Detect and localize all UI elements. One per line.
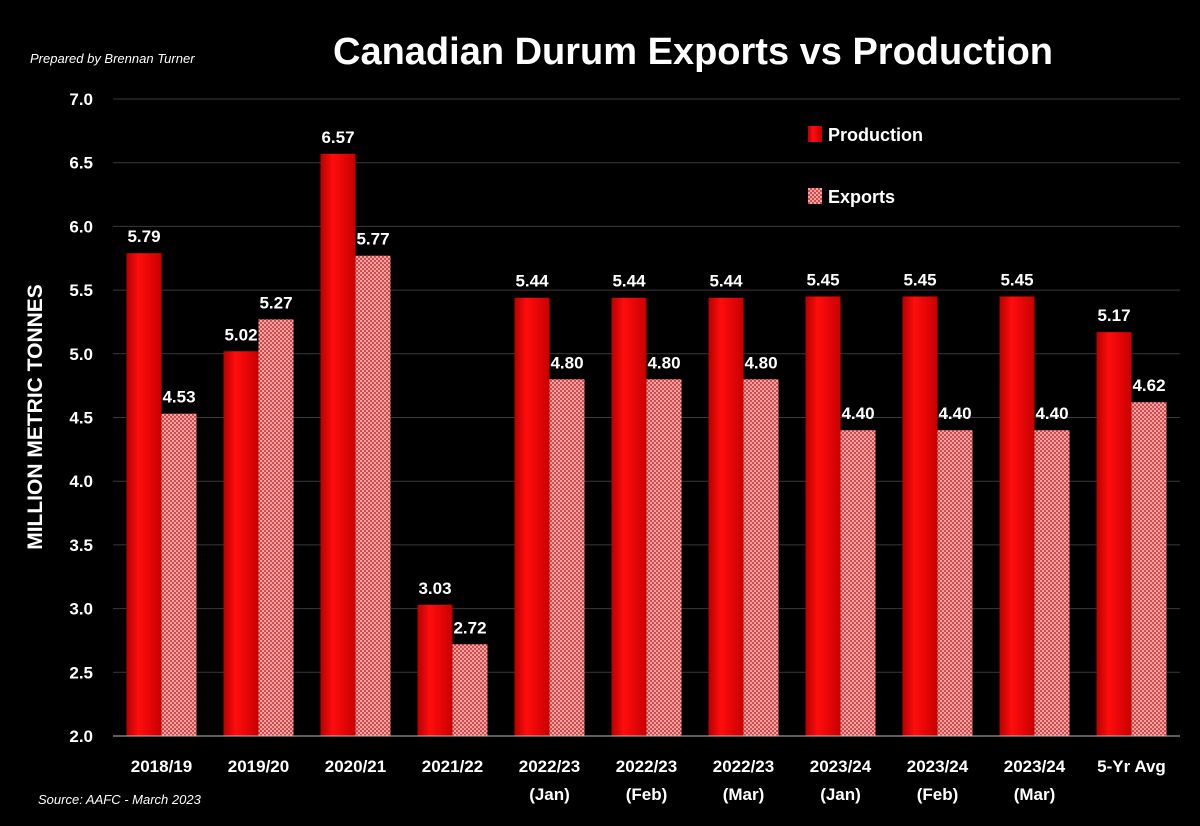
bar-exports bbox=[1131, 402, 1167, 736]
bar-exports bbox=[937, 430, 973, 736]
x-tick-label: 2023/24 bbox=[810, 757, 872, 776]
y-tick-label: 2.0 bbox=[69, 727, 93, 746]
legend-label-production: Production bbox=[828, 125, 923, 145]
y-tick-label: 4.0 bbox=[69, 472, 93, 491]
bar-production bbox=[126, 253, 162, 737]
data-label-exports: 5.77 bbox=[356, 230, 389, 249]
bar-production bbox=[417, 604, 453, 736]
bar-exports bbox=[840, 430, 876, 736]
x-tick-label: (Mar) bbox=[723, 785, 765, 804]
data-label-exports: 4.80 bbox=[744, 353, 777, 372]
bar-exports bbox=[452, 644, 488, 736]
x-tick-label: 2020/21 bbox=[325, 757, 386, 776]
bar-exports bbox=[743, 379, 779, 736]
y-tick-label: 3.0 bbox=[69, 600, 93, 619]
data-label-production: 5.45 bbox=[903, 270, 936, 289]
data-label-exports: 4.40 bbox=[1035, 404, 1068, 423]
data-label-production: 5.44 bbox=[515, 272, 549, 291]
x-tick-label: 2022/23 bbox=[519, 757, 580, 776]
bar-production bbox=[902, 296, 938, 736]
data-label-exports: 4.62 bbox=[1132, 376, 1165, 395]
x-tick-label: 2023/24 bbox=[907, 757, 969, 776]
bar-production bbox=[223, 351, 259, 736]
x-tick-label: 2022/23 bbox=[713, 757, 774, 776]
bar-exports bbox=[1034, 430, 1070, 736]
bar-production bbox=[1096, 332, 1132, 736]
data-label-exports: 2.72 bbox=[453, 618, 486, 637]
y-tick-label: 6.0 bbox=[69, 217, 93, 236]
bars bbox=[126, 153, 1167, 737]
bar-exports bbox=[355, 255, 391, 736]
data-label-production: 5.45 bbox=[806, 270, 839, 289]
bar-production bbox=[999, 296, 1035, 736]
bar-exports bbox=[646, 379, 682, 736]
x-tick-label: (Mar) bbox=[1014, 785, 1056, 804]
legend: Production Exports bbox=[808, 125, 923, 207]
data-labels: 5.79 4.53 5.025.27 6.57 5.77 3.03 2.72 5.44 4.80… bbox=[127, 128, 1165, 637]
y-axis-ticks: 2.0 2.5 3.0 3.5 4.0 4.5 5.0 5.5 6.0 6.5 7.0 bbox=[69, 90, 93, 746]
y-axis-label: MILLION METRIC TONNES bbox=[24, 284, 47, 550]
data-label-exports: 5.27 bbox=[259, 293, 292, 312]
data-label-production: 5.44 bbox=[612, 272, 646, 291]
data-label-production: 5.02 bbox=[224, 325, 257, 344]
data-label-production: 5.44 bbox=[709, 272, 743, 291]
legend-label-exports: Exports bbox=[828, 187, 895, 207]
chart-title: Canadian Durum Exports vs Production bbox=[333, 31, 1053, 73]
y-tick-label: 6.5 bbox=[69, 154, 93, 173]
data-label-production: 3.03 bbox=[418, 579, 451, 598]
data-label-production: 5.17 bbox=[1097, 306, 1130, 325]
bar-production bbox=[514, 297, 550, 736]
bar-production bbox=[320, 153, 356, 737]
x-tick-label: (Jan) bbox=[820, 785, 861, 804]
y-tick-label: 5.0 bbox=[69, 345, 93, 364]
data-label-exports: 4.40 bbox=[841, 404, 874, 423]
source-text: Source: AAFC - March 2023 bbox=[38, 792, 202, 807]
data-label-production: 6.57 bbox=[321, 128, 354, 147]
data-label-exports: 4.53 bbox=[162, 388, 195, 407]
y-tick-label: 2.5 bbox=[69, 663, 93, 682]
y-tick-label: 5.5 bbox=[69, 281, 93, 300]
credit-text: Prepared by Brennan Turner bbox=[30, 51, 195, 66]
x-tick-label: 2018/19 bbox=[131, 757, 192, 776]
y-tick-label: 3.5 bbox=[69, 536, 93, 555]
x-tick-label: (Jan) bbox=[529, 785, 570, 804]
data-label-exports: 4.80 bbox=[550, 353, 583, 372]
bar-exports bbox=[258, 319, 294, 736]
data-label-production: 5.45 bbox=[1000, 270, 1033, 289]
x-tick-label: 2023/24 bbox=[1004, 757, 1066, 776]
x-tick-label: (Feb) bbox=[917, 785, 959, 804]
y-tick-label: 7.0 bbox=[69, 90, 93, 109]
legend-swatch-exports bbox=[808, 188, 822, 204]
x-tick-label: 2019/20 bbox=[228, 757, 289, 776]
y-tick-label: 4.5 bbox=[69, 409, 93, 428]
x-tick-label: 2022/23 bbox=[616, 757, 677, 776]
bar-production bbox=[708, 297, 744, 736]
legend-swatch-production bbox=[808, 126, 822, 142]
x-tick-label: 5-Yr Avg bbox=[1097, 757, 1166, 776]
data-label-exports: 4.40 bbox=[938, 404, 971, 423]
x-tick-label: (Feb) bbox=[626, 785, 668, 804]
data-label-production: 5.79 bbox=[127, 227, 160, 246]
x-axis-ticks: 2018/19 2019/20 2020/21 2021/22 2022/23 (Jan)… bbox=[131, 757, 1166, 804]
data-label-exports: 4.80 bbox=[647, 353, 680, 372]
bar-production bbox=[611, 297, 647, 736]
x-tick-label: 2021/22 bbox=[422, 757, 483, 776]
bar-exports bbox=[549, 379, 585, 736]
bar-exports bbox=[161, 413, 197, 736]
bar-production bbox=[805, 296, 841, 736]
